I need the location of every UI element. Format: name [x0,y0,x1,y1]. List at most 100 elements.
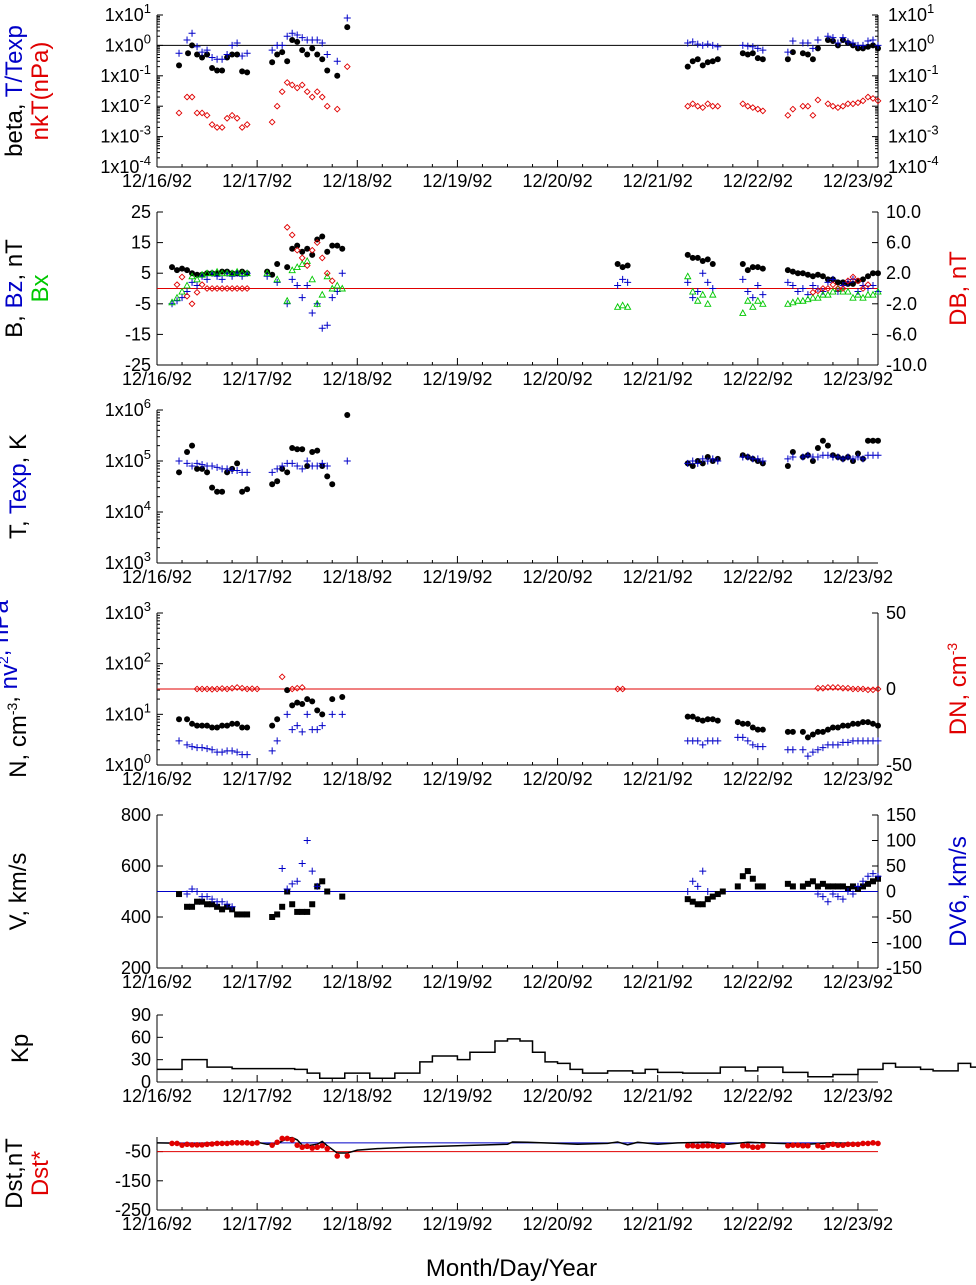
data-marker [819,728,826,735]
data-marker [208,285,216,292]
tick-label: 12/16/92 [122,369,192,389]
data-marker [693,296,702,304]
data-marker [619,275,627,283]
data-marker [864,93,872,101]
data-marker [298,34,306,42]
data-marker [864,880,871,887]
tick-label: 400 [121,907,151,927]
data-marker [298,859,306,867]
tick-label: -15 [125,324,151,344]
data-marker [204,469,211,476]
data-marker [869,878,876,885]
data-marker [739,733,747,741]
data-marker [759,56,766,63]
data-marker [318,254,326,262]
data-marker [739,309,747,316]
data-marker [699,741,707,749]
data-marker [859,276,866,283]
data-marker [329,481,336,488]
data-marker [208,746,216,754]
data-marker [329,242,336,249]
data-marker [323,51,331,59]
dst-star-point [820,1144,826,1151]
tick-label: 12/22/92 [723,1214,793,1234]
data-marker [324,888,331,895]
data-marker [228,111,236,119]
data-marker [268,747,276,755]
dst-star-point [324,1145,331,1152]
data-marker [283,300,291,308]
data-marker [789,37,797,45]
data-marker [273,465,281,473]
axis-label-part: , [0,689,23,702]
data-marker [699,460,706,467]
axis-label-part: beta, [1,97,28,157]
data-marker [684,713,691,720]
data-marker [198,270,206,278]
data-marker [313,36,321,44]
data-marker [814,96,822,104]
data-marker [294,446,301,453]
data-marker [218,898,226,906]
tick-exponent: 1 [144,700,151,715]
data-marker [293,877,301,885]
series-triangle [168,257,882,316]
data-marker [288,880,296,888]
data-marker [834,741,842,749]
kp-line [157,1038,976,1080]
data-marker [739,873,746,880]
data-marker [759,299,767,307]
data-marker [218,269,226,277]
data-marker [699,717,706,724]
data-marker [189,903,196,910]
data-marker [218,748,226,756]
y-axis-label-right: DV6, km/s [945,836,972,947]
data-marker [304,908,311,915]
data-marker [819,273,826,280]
data-marker [188,29,196,37]
data-marker [268,46,276,54]
data-marker [303,837,311,844]
tick-label: 100 [886,831,916,851]
data-marker [694,288,702,296]
data-marker [694,459,702,467]
data-marker [319,878,326,885]
data-marker [694,716,701,723]
data-marker [298,81,306,89]
data-marker [799,453,807,461]
data-marker [184,267,191,274]
series-diamond [175,63,882,131]
tick-label: 1x101 [888,1,934,25]
data-marker [298,465,306,473]
data-marker [829,724,836,731]
data-marker [864,281,872,289]
tick-label: 12/16/92 [122,769,192,789]
tick-label: 0 [886,882,896,902]
data-marker [308,275,316,283]
y-axis-label-left: beta, T/Texp [1,25,28,157]
data-marker [829,890,837,898]
data-marker [744,453,752,461]
dst-star-point [199,1142,205,1148]
data-marker [173,281,181,289]
data-marker [744,288,752,296]
y-axis-label-left: Dst,nT [1,1138,28,1209]
data-marker [809,731,816,738]
data-marker [183,36,191,44]
data-marker [804,102,812,110]
data-marker [194,51,201,58]
data-marker [784,462,791,469]
data-marker [224,722,231,729]
axis-label-part: Bz [1,280,28,308]
data-marker [709,716,716,723]
data-marker [243,468,251,476]
data-marker [303,88,311,96]
tick-label: 60 [131,1027,151,1047]
data-marker [293,84,301,92]
tick-exponent: -1 [139,62,151,77]
data-marker [754,296,762,304]
data-marker [709,455,717,463]
data-marker [176,62,183,69]
data-marker [234,720,241,727]
dst-star-point [719,1142,726,1149]
